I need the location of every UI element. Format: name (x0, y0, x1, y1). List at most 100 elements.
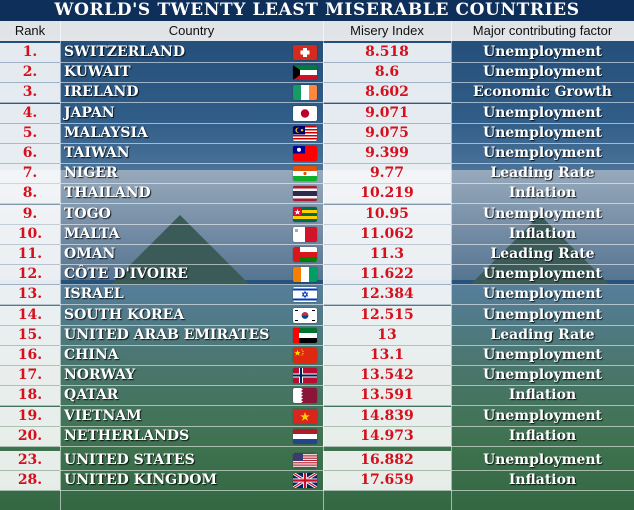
misery-index-cell: 9.77 (323, 164, 451, 184)
country-cell: CÔTE D'IVOIRE (64, 266, 188, 283)
country-cell: KUWAIT (64, 64, 131, 81)
green-meadow (0, 285, 634, 510)
column-divider (451, 21, 452, 510)
table-row: 28. UNITED KINGDOM 17.659 Inflation (0, 471, 634, 492)
row-divider (0, 425, 634, 427)
table-row: 18. QATAR 13.591 Inflation (0, 386, 634, 407)
misery-index-cell: 13.542 (323, 366, 451, 386)
country-cell: VIETNAM (64, 407, 142, 424)
row-divider (0, 324, 634, 326)
rank-cell: 28. (0, 471, 60, 491)
norway-flag-icon (293, 368, 317, 384)
row-divider (0, 385, 634, 387)
country-cell: UNITED KINGDOM (64, 472, 217, 489)
contributing-factor-cell: Unemployment (482, 124, 603, 141)
row-divider (0, 82, 634, 84)
country-cell: IRELAND (64, 84, 139, 101)
rank-cell: 10. (0, 224, 60, 244)
country-cell: UNITED ARAB EMIRATES (64, 326, 270, 343)
usa-flag-icon (293, 453, 317, 468)
misery-index-cell: 8.602 (323, 83, 451, 103)
table-row: 7. NIGER 9.77 Leading Rate (0, 164, 634, 185)
kuwait-flag-icon (293, 65, 317, 81)
country-cell: JAPAN (64, 104, 115, 121)
israel-flag-icon (293, 287, 317, 303)
misery-index-cell: 10.219 (323, 184, 451, 204)
row-divider (0, 203, 634, 205)
country-cell: TAIWAN (64, 145, 130, 161)
contributing-factor-cell: Inflation (508, 427, 577, 444)
row-divider (0, 243, 634, 245)
rank-cell: 7. (0, 164, 60, 184)
row-divider (0, 142, 634, 144)
contributing-factor-cell: Unemployment (482, 145, 603, 161)
table-row: 20. NETHERLANDS 14.973 Inflation (0, 426, 634, 447)
rank-cell: 6. (0, 144, 60, 163)
row-divider (0, 490, 634, 492)
rank-cell: 9. (0, 204, 60, 224)
contributing-factor-cell: Unemployment (482, 367, 603, 384)
ireland-flag-icon (293, 85, 317, 101)
country-cell: SOUTH KOREA (64, 306, 185, 323)
rank-cell: 16. (0, 346, 60, 365)
contributing-factor-cell: Leading Rate (490, 246, 595, 262)
header-country: Country (168, 23, 215, 38)
country-cell: THAILAND (64, 185, 151, 202)
cote-divoire-flag-icon (293, 267, 317, 283)
uae-flag-icon (293, 327, 317, 343)
contributing-factor-cell: Unemployment (482, 407, 603, 424)
table-row: 10. MALTA 11.062 Inflation (0, 224, 634, 245)
misery-index-cell: 11.622 (323, 265, 451, 285)
table-row: 11. OMAN 11.3 Leading Rate (0, 245, 634, 265)
rank-cell: 3. (0, 83, 60, 103)
country-cell: TOGO (64, 205, 111, 222)
rank-cell: 13. (0, 285, 60, 305)
misery-index-cell: 11.062 (323, 224, 451, 244)
column-divider (323, 21, 324, 510)
niger-flag-icon (293, 166, 317, 182)
table-row: 12. CÔTE D'IVOIRE 11.622 Unemployment (0, 265, 634, 286)
contributing-factor-cell: Inflation (508, 185, 577, 202)
column-divider (60, 21, 61, 510)
rank-cell: 1. (0, 43, 60, 62)
country-cell: MALAYSIA (64, 124, 148, 141)
rank-cell: 20. (0, 426, 60, 446)
oman-flag-icon (293, 247, 317, 262)
country-cell: NETHERLANDS (64, 427, 190, 444)
rank-cell: 23. (0, 451, 60, 470)
table-row: 2. KUWAIT 8.6 Unemployment (0, 63, 634, 84)
contributing-factor-cell: Unemployment (482, 286, 603, 303)
header-rank: Rank (14, 23, 46, 38)
table-row: 1. SWITZERLAND 8.518 Unemployment (0, 43, 634, 63)
netherlands-flag-icon (293, 428, 317, 444)
misery-index-cell: 9.071 (323, 103, 451, 123)
table-row: 14. SOUTH KOREA 12.515 Unemployment (0, 305, 634, 326)
row-divider (0, 223, 634, 225)
country-cell: NORWAY (64, 367, 136, 384)
table-row: 5. MALAYSIA 9.075 Unemployment (0, 123, 634, 144)
misery-index-cell: 9.075 (323, 123, 451, 143)
misery-index-cell: 8.6 (323, 63, 451, 83)
table-row: 3. IRELAND 8.602 Economic Growth (0, 83, 634, 104)
misery-index-cell: 17.659 (323, 471, 451, 491)
row-divider (0, 62, 634, 63)
misery-index-cell: 14.973 (323, 426, 451, 446)
row-divider (0, 102, 634, 104)
contributing-factor-cell: Inflation (508, 225, 577, 242)
thailand-flag-icon (293, 186, 317, 202)
table-row: 13. ISRAEL 12.384 Unemployment (0, 285, 634, 306)
misery-index-cell: 14.839 (323, 406, 451, 426)
contributing-factor-cell: Unemployment (482, 306, 603, 323)
contributing-factor-cell: Unemployment (482, 104, 603, 121)
row-divider (0, 163, 634, 164)
rank-cell: 18. (0, 386, 60, 406)
country-cell: UNITED STATES (64, 452, 195, 468)
table-row: 23. UNITED STATES 16.882 Unemployment (0, 451, 634, 471)
row-divider (0, 284, 634, 286)
rank-cell: 15. (0, 325, 60, 345)
rank-cell: 4. (0, 103, 60, 123)
rank-cell: 19. (0, 406, 60, 426)
row-divider (0, 122, 634, 124)
row-divider (0, 470, 634, 471)
